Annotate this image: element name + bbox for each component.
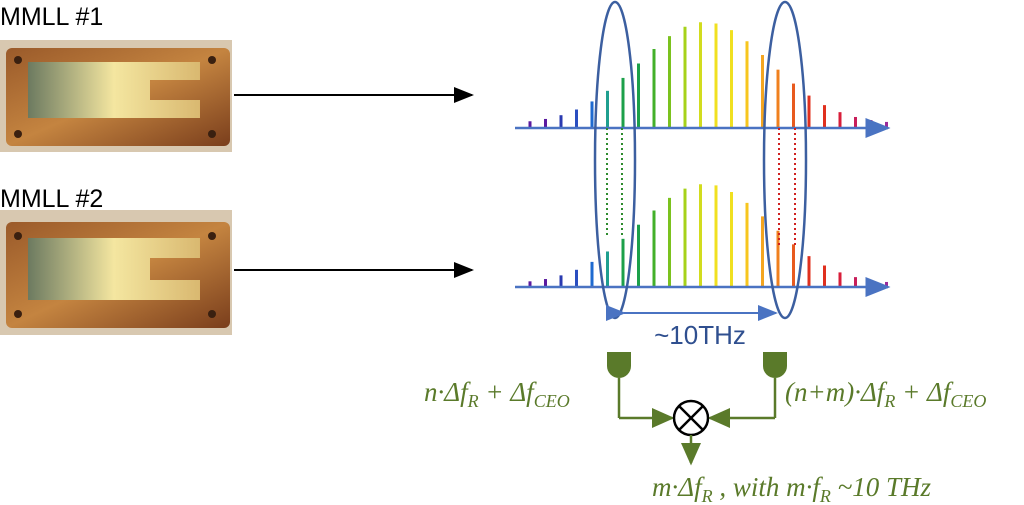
left-selection-ellipse xyxy=(593,0,637,320)
comb-bot xyxy=(528,184,888,287)
left-beat-formula: n·ΔfR + ΔfCEO xyxy=(424,377,570,411)
laser-photo-2 xyxy=(0,210,232,335)
comb-top xyxy=(528,22,888,128)
mixer-icon xyxy=(672,399,710,437)
left-photodetector-icon xyxy=(607,352,631,378)
spacing-label: ~10THz xyxy=(654,320,746,350)
laser-photo-1 xyxy=(0,40,232,152)
mmll1-label: MMLL #1 xyxy=(0,3,104,31)
mmll2-label: MMLL #2 xyxy=(0,185,104,213)
output-formula: m·ΔfR , with m·fR ~10 THz xyxy=(652,472,931,505)
right-beat-formula: (n+m)·ΔfR + ΔfCEO xyxy=(785,377,986,411)
right-photodetector-icon xyxy=(763,352,787,378)
right-selection-ellipse xyxy=(762,0,808,320)
